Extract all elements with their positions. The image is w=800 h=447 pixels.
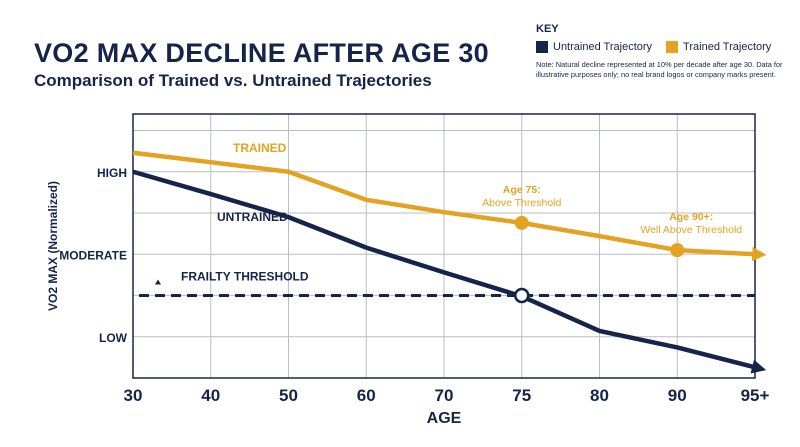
y-axis-title: VO2 MAX (Normalized) [46,181,60,311]
y-tick-label: HIGH [97,166,127,180]
chart-subtitle: Comparison of Trained vs. Untrained Traj… [34,71,432,90]
legend-row: Untrained Trajectory Trained Trajectory [536,41,790,53]
annotation-label: Well Above Threshold [640,224,742,236]
legend-item-trained: Trained Trajectory [666,41,771,53]
x-tick-label: 50 [279,386,298,405]
x-tick-label: 70 [435,386,454,405]
y-tick-label: LOW [99,331,128,345]
legend-label-trained: Trained Trajectory [683,41,772,53]
chart-title: VO2 MAX DECLINE AFTER AGE 30 [34,38,489,68]
x-tick-label: 75 [512,386,531,405]
legend-item-untrained: Untrained Trajectory [536,41,652,53]
series-line-trained [132,150,767,262]
annotation-label: Above Threshold [482,197,561,209]
untrained-swatch [536,41,548,53]
x-tick-label: 90 [668,386,687,405]
annotation-label: Age 75: [503,184,541,196]
legend-label-untrained: Untrained Trajectory [553,41,653,53]
annotation-label: Age 90+: [669,211,713,223]
legend: KEY Untrained Trajectory Trained Traject… [536,23,790,79]
x-tick-label: 60 [357,386,376,405]
annotation-point [670,243,685,258]
threshold-marker-icon [155,279,161,285]
x-tick-label: 40 [201,386,220,405]
x-axis-title: AGE [427,410,462,427]
x-tick-label: 30 [124,386,143,405]
x-tick-label: 80 [590,386,609,405]
trained-swatch [666,41,679,53]
series-line-untrained [132,169,767,374]
threshold-crossing-point [514,287,530,304]
threshold-label: FRAILTY THRESHOLD [181,270,309,284]
plot-frame [132,113,756,379]
legend-title: KEY [536,23,559,35]
y-tick-label: MODERATE [59,248,127,262]
x-tick-label: 95+ [741,386,770,405]
annotation-point [514,215,529,230]
series-label-untrained: UNTRAINED [217,210,288,224]
legend-note: Note: Natural decline represented at 10%… [536,60,783,79]
series-label-trained: TRAINED [233,141,287,155]
